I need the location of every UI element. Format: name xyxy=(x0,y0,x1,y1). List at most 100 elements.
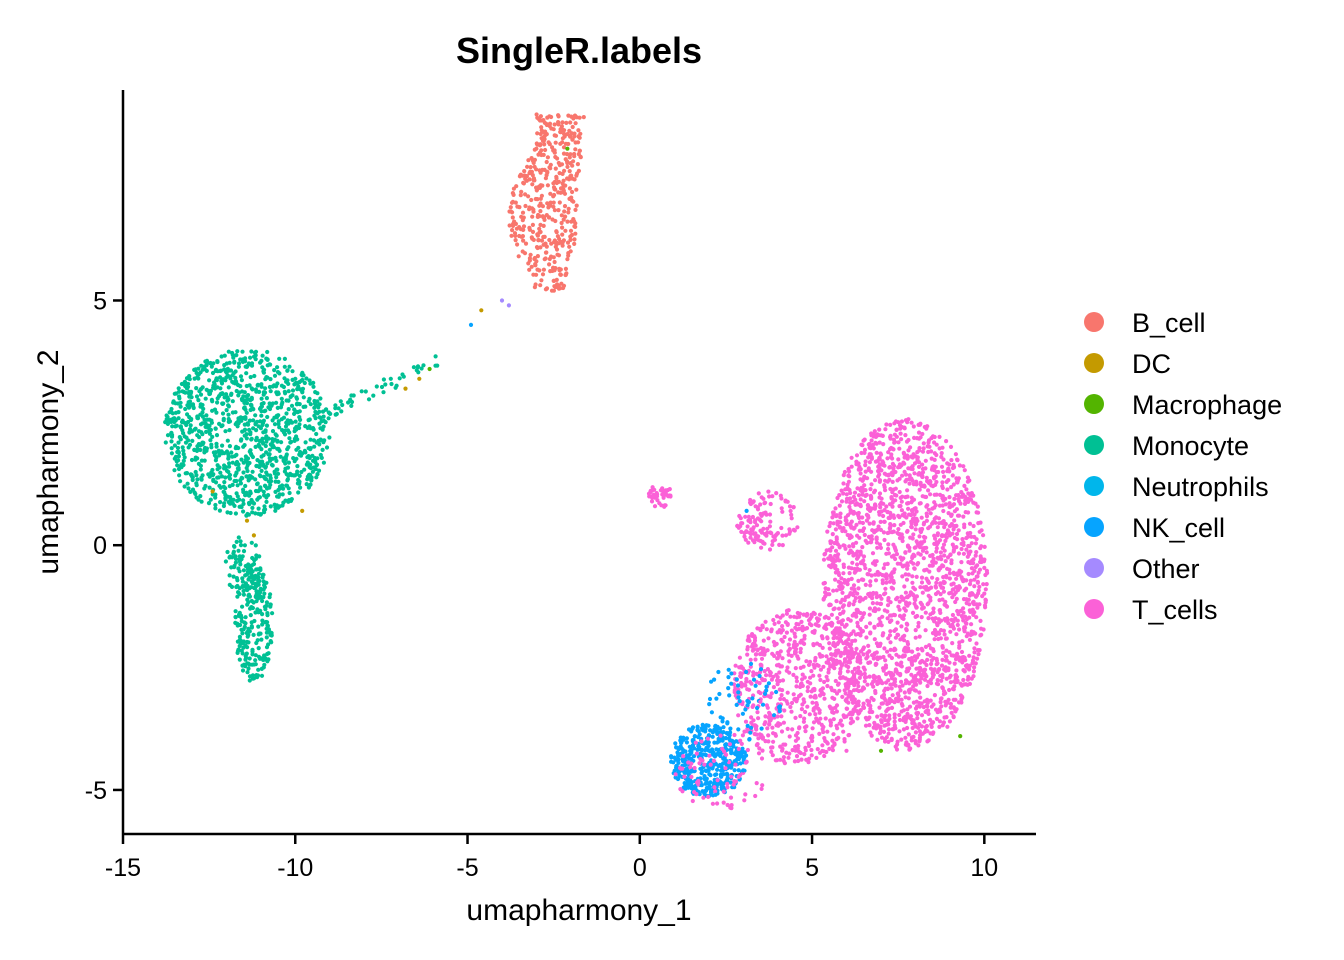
cluster-point xyxy=(809,689,814,694)
cluster-point xyxy=(921,522,926,527)
cluster-point xyxy=(195,477,200,482)
cluster-point xyxy=(919,575,925,580)
cluster-point xyxy=(264,439,269,444)
cluster-point xyxy=(655,498,660,503)
cluster-point xyxy=(847,544,852,549)
cluster-point xyxy=(268,632,273,638)
cluster-point xyxy=(526,158,531,163)
cluster-point xyxy=(339,409,344,414)
cluster-point xyxy=(279,402,284,407)
cluster-point xyxy=(828,539,833,544)
cluster-point xyxy=(910,679,915,684)
cluster-point xyxy=(768,501,773,507)
cluster-point xyxy=(858,610,863,616)
cluster-point xyxy=(849,464,854,469)
cluster-point xyxy=(181,452,186,457)
cluster-point xyxy=(905,455,910,460)
cluster-point xyxy=(878,451,883,456)
cluster-point xyxy=(859,450,864,456)
cluster-point xyxy=(938,673,943,678)
cluster-point xyxy=(967,615,972,620)
cluster-point xyxy=(947,571,953,576)
cluster-point xyxy=(230,501,235,506)
cluster-point xyxy=(951,570,956,575)
cluster-point xyxy=(886,727,892,732)
cluster-point xyxy=(850,542,856,547)
cluster-point xyxy=(846,577,851,583)
cluster-point xyxy=(270,429,276,434)
cluster-point xyxy=(762,678,768,683)
cluster-point xyxy=(272,368,277,373)
cluster-point xyxy=(254,435,259,440)
cluster-point xyxy=(920,449,926,454)
cluster-point xyxy=(811,662,816,667)
cluster-point xyxy=(925,729,930,734)
cluster-point xyxy=(268,592,273,597)
cluster-point xyxy=(266,452,271,457)
cluster-point xyxy=(867,723,872,728)
cluster-point xyxy=(218,375,223,380)
cluster-point xyxy=(203,421,208,426)
cluster-point xyxy=(241,470,246,475)
cluster-point xyxy=(563,228,568,233)
cluster-point xyxy=(974,550,979,555)
cluster-point xyxy=(805,685,811,690)
cluster-point xyxy=(900,564,905,569)
cluster-point xyxy=(916,725,921,730)
cluster-point xyxy=(539,193,545,198)
cluster-point xyxy=(900,538,905,544)
cluster-point xyxy=(847,504,852,509)
cluster-point xyxy=(938,581,943,586)
cluster-point xyxy=(830,706,836,711)
cluster-point xyxy=(955,458,960,463)
cluster-point xyxy=(788,704,793,710)
cluster-point xyxy=(921,441,926,446)
cluster-point xyxy=(256,646,261,651)
cluster-point xyxy=(856,586,861,591)
cluster-point xyxy=(257,389,262,394)
cluster-point xyxy=(265,623,270,629)
cluster-point xyxy=(845,706,850,711)
cluster-point xyxy=(927,643,932,648)
cluster-point xyxy=(781,697,787,702)
cluster-point xyxy=(761,646,766,651)
cluster-point xyxy=(287,430,292,435)
cluster-point xyxy=(249,436,254,441)
cluster-point xyxy=(771,739,776,744)
cluster-point xyxy=(182,484,187,489)
cluster-point xyxy=(906,437,911,443)
cluster-point xyxy=(807,712,812,717)
cluster-point xyxy=(862,532,867,538)
cluster-point xyxy=(291,456,296,461)
cluster-point xyxy=(172,443,177,448)
cluster-point xyxy=(218,500,223,505)
cluster-point xyxy=(267,447,272,452)
cluster-point xyxy=(781,755,787,760)
cluster-point xyxy=(194,483,199,488)
cluster-point xyxy=(887,713,892,718)
cluster-point xyxy=(248,451,254,456)
cluster-point xyxy=(846,700,851,705)
cluster-point xyxy=(258,512,263,517)
cluster-point xyxy=(783,499,788,504)
cluster-point xyxy=(752,634,757,639)
cluster-point xyxy=(259,587,264,592)
cluster-point xyxy=(922,677,928,682)
cluster-point xyxy=(770,753,775,758)
cluster-point xyxy=(948,444,954,449)
cluster-point xyxy=(904,595,910,600)
cluster-point xyxy=(241,588,246,594)
cluster-point xyxy=(910,725,915,731)
cluster-point xyxy=(944,575,949,580)
cluster-point xyxy=(865,506,871,511)
cluster-point xyxy=(169,446,174,451)
cluster-point xyxy=(870,592,875,597)
cluster-point xyxy=(294,395,299,400)
cluster-point xyxy=(753,652,759,657)
cluster-point xyxy=(260,618,265,623)
cluster-point xyxy=(934,662,939,667)
cluster-point xyxy=(575,162,581,167)
cluster-point xyxy=(832,564,838,569)
cluster-point xyxy=(854,556,860,561)
cluster-point xyxy=(960,655,965,660)
